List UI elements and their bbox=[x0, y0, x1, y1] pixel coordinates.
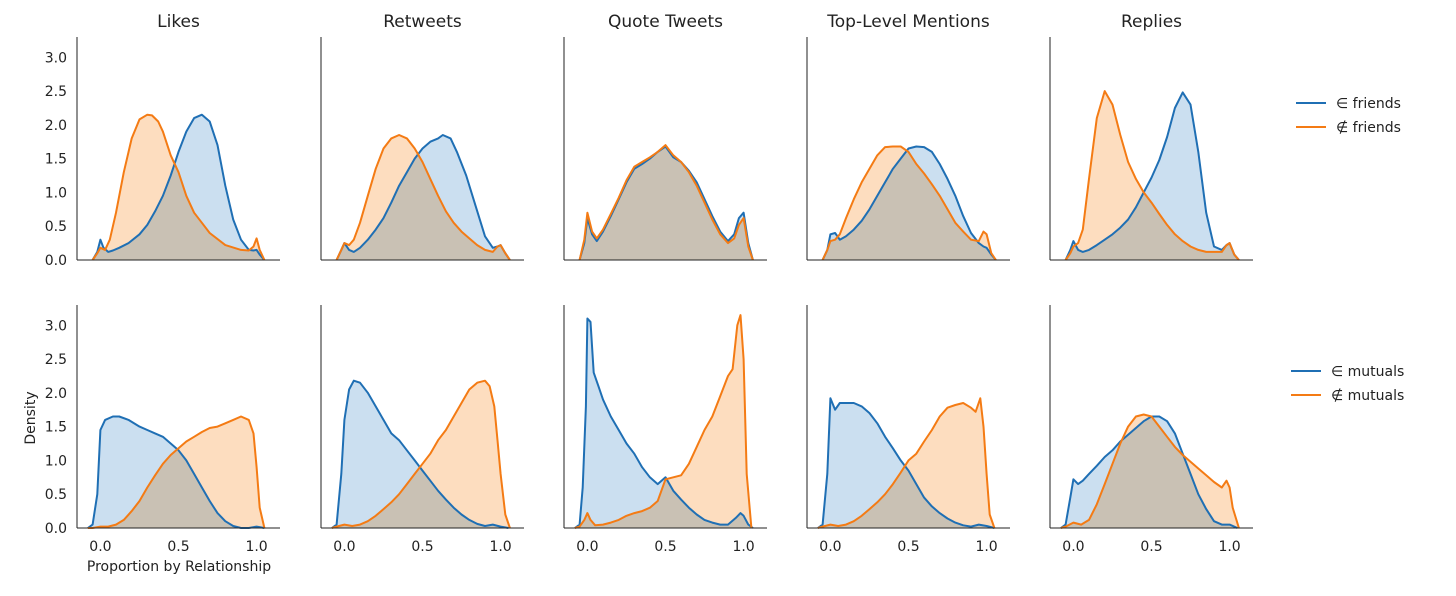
density-area-in bbox=[331, 380, 509, 528]
panel-1-2: Retweets bbox=[320, 12, 524, 261]
density-line-in bbox=[1060, 415, 1238, 529]
legend-row-1: ∈ friends ∉ friends bbox=[1296, 96, 1401, 136]
y-tick-label: 1.5 bbox=[45, 420, 67, 436]
y-tick-label: 0.0 bbox=[45, 253, 67, 269]
panel-title: Replies bbox=[1121, 12, 1182, 32]
density-area-out bbox=[574, 315, 752, 528]
panel-1-5: Replies bbox=[1049, 12, 1253, 261]
x-tick-label: 1.0 bbox=[489, 539, 511, 555]
x-tick-label: 1.0 bbox=[1218, 539, 1240, 555]
legend-row-2: ∈ mutuals ∉ mutuals bbox=[1291, 364, 1404, 404]
panel-2-2: 0.0 0.5 1.0 bbox=[320, 305, 524, 555]
y-tick-label: 1.0 bbox=[45, 185, 67, 201]
x-tick-label: 0.0 bbox=[333, 539, 355, 555]
density-line-in bbox=[817, 397, 995, 529]
density-line-in bbox=[1064, 91, 1240, 261]
x-tick-label: 0.0 bbox=[819, 539, 841, 555]
y-tick-label: 1.0 bbox=[45, 453, 67, 469]
density-line-in bbox=[574, 317, 754, 529]
x-tick-label: 0.5 bbox=[411, 539, 433, 555]
x-tick-label: 0.5 bbox=[1140, 539, 1162, 555]
legend-label-in: ∈ mutuals bbox=[1331, 364, 1404, 380]
density-line-out bbox=[1060, 413, 1240, 529]
y-tick-label: 2.5 bbox=[45, 84, 67, 100]
y-tick-label: 2.5 bbox=[45, 352, 67, 368]
density-line-out bbox=[578, 144, 754, 261]
panel-title: Retweets bbox=[383, 12, 462, 32]
density-area-out bbox=[822, 146, 996, 260]
y-tick-label: 1.5 bbox=[45, 152, 67, 168]
y-tick-label: 3.0 bbox=[45, 318, 67, 334]
density-line-out bbox=[1064, 90, 1240, 261]
density-line-out bbox=[821, 145, 997, 261]
density-line-in bbox=[91, 113, 266, 261]
panel-2-5: 0.0 0.5 1.0 bbox=[1049, 305, 1253, 555]
panel-title: Quote Tweets bbox=[608, 12, 723, 32]
panel-title: Likes bbox=[157, 12, 200, 32]
density-line-out bbox=[335, 134, 511, 261]
x-tick-label: 1.0 bbox=[975, 539, 997, 555]
panel-title: Top-Level Mentions bbox=[826, 12, 990, 32]
panel-1-3: Quote Tweets bbox=[563, 12, 767, 261]
y-tick-label: 0.5 bbox=[45, 487, 67, 503]
x-tick-label: 0.5 bbox=[654, 539, 676, 555]
density-area-out bbox=[92, 114, 265, 260]
density-line-in bbox=[331, 379, 509, 529]
density-line-out bbox=[574, 314, 753, 529]
panel-2-1: 0.0 0.5 1.0 1.5 2.0 2.5 3.0 0.0 0.5 1.0 bbox=[45, 305, 280, 555]
x-tick-label: 1.0 bbox=[245, 539, 267, 555]
panel-2-3: 0.0 0.5 1.0 bbox=[563, 305, 767, 555]
density-area-out bbox=[579, 145, 753, 260]
x-tick-label: 0.5 bbox=[897, 539, 919, 555]
panel-2-4: 0.0 0.5 1.0 bbox=[806, 305, 1010, 555]
x-tick-label: 1.0 bbox=[732, 539, 754, 555]
x-tick-label: 0.0 bbox=[1062, 539, 1084, 555]
density-area-in bbox=[817, 398, 995, 528]
legend-label-out: ∉ friends bbox=[1336, 120, 1401, 136]
y-tick-label: 2.0 bbox=[45, 386, 67, 402]
density-line-out bbox=[91, 113, 266, 261]
y-tick-label: 3.0 bbox=[45, 50, 67, 66]
y-tick-label: 0.5 bbox=[45, 219, 67, 235]
legend-label-out: ∉ mutuals bbox=[1331, 388, 1404, 404]
density-area-out bbox=[1065, 91, 1239, 260]
y-tick-label: 2.0 bbox=[45, 118, 67, 134]
density-area-out bbox=[1060, 414, 1239, 528]
panel-1-1: 0.0 0.5 1.0 1.5 2.0 2.5 3.0 Likes bbox=[45, 12, 280, 269]
density-line-out bbox=[817, 397, 996, 529]
density-line-in bbox=[335, 134, 511, 261]
density-area-out bbox=[331, 380, 510, 528]
x-tick-label: 0.5 bbox=[167, 539, 189, 555]
y-tick-label: 0.0 bbox=[45, 521, 67, 537]
density-line-out bbox=[331, 379, 511, 529]
density-area-in bbox=[574, 318, 753, 528]
panel-1-4: Top-Level Mentions bbox=[806, 12, 1010, 261]
density-area-out bbox=[87, 416, 265, 528]
density-line-out bbox=[87, 415, 266, 529]
density-area-out bbox=[336, 135, 510, 260]
density-area-out bbox=[817, 398, 995, 528]
y-axis-label: Density bbox=[23, 391, 39, 444]
legend-label-in: ∈ friends bbox=[1336, 96, 1401, 112]
x-tick-label: 0.0 bbox=[576, 539, 598, 555]
x-axis-label: Proportion by Relationship bbox=[87, 559, 271, 575]
density-line-in bbox=[87, 415, 265, 529]
x-tick-label: 0.0 bbox=[89, 539, 111, 555]
